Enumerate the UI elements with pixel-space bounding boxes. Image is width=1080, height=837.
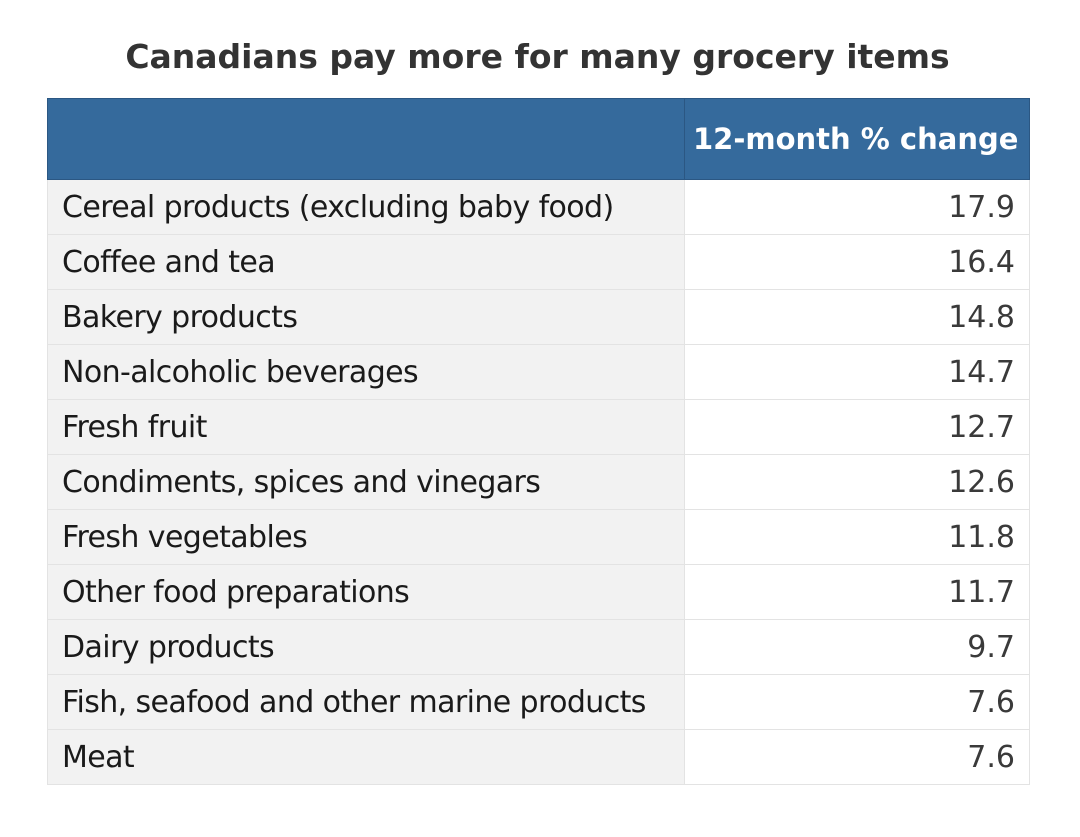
table-row: Meat 7.6 <box>47 729 1030 785</box>
row-label: Non-alcoholic beverages <box>47 344 685 400</box>
row-value: 7.6 <box>684 729 1030 785</box>
header-cell-category <box>47 98 685 180</box>
table-row: Fish, seafood and other marine products 7… <box>47 674 1030 730</box>
header-row: 12-month % change <box>47 98 1030 180</box>
row-value: 14.8 <box>684 289 1030 345</box>
row-value: 12.6 <box>684 454 1030 510</box>
table-row: Condiments, spices and vinegars 12.6 <box>47 454 1030 510</box>
table-row: Dairy products 9.7 <box>47 619 1030 675</box>
row-label: Dairy products <box>47 619 685 675</box>
row-label: Condiments, spices and vinegars <box>47 454 685 510</box>
row-label: Meat <box>47 729 685 785</box>
row-label: Bakery products <box>47 289 685 345</box>
chart-title: Canadians pay more for many grocery item… <box>125 37 950 76</box>
row-value: 16.4 <box>684 234 1030 290</box>
row-value: 12.7 <box>684 399 1030 455</box>
table-row: Cereal products (excluding baby food) 17.… <box>47 179 1030 235</box>
row-value: 11.7 <box>684 564 1030 620</box>
row-label: Coffee and tea <box>47 234 685 290</box>
row-label: Fresh fruit <box>47 399 685 455</box>
row-label: Other food preparations <box>47 564 685 620</box>
row-value: 9.7 <box>684 619 1030 675</box>
table-row: Coffee and tea 16.4 <box>47 234 1030 290</box>
table-row: Fresh vegetables 11.8 <box>47 509 1030 565</box>
table-body: Cereal products (excluding baby food) 17.… <box>47 179 1030 785</box>
row-label: Cereal products (excluding baby food) <box>47 179 685 235</box>
row-value: 17.9 <box>684 179 1030 235</box>
row-value: 14.7 <box>684 344 1030 400</box>
table-row: Fresh fruit 12.7 <box>47 399 1030 455</box>
table-row: Other food preparations 11.7 <box>47 564 1030 620</box>
row-value: 7.6 <box>684 674 1030 730</box>
row-label: Fish, seafood and other marine products <box>47 674 685 730</box>
table-row: Non-alcoholic beverages 14.7 <box>47 344 1030 400</box>
row-value: 11.8 <box>684 509 1030 565</box>
header-cell-change: 12-month % change <box>684 98 1030 180</box>
row-label: Fresh vegetables <box>47 509 685 565</box>
data-table: 12-month % change Cereal products (exclu… <box>47 98 1030 785</box>
table-row: Bakery products 14.8 <box>47 289 1030 345</box>
